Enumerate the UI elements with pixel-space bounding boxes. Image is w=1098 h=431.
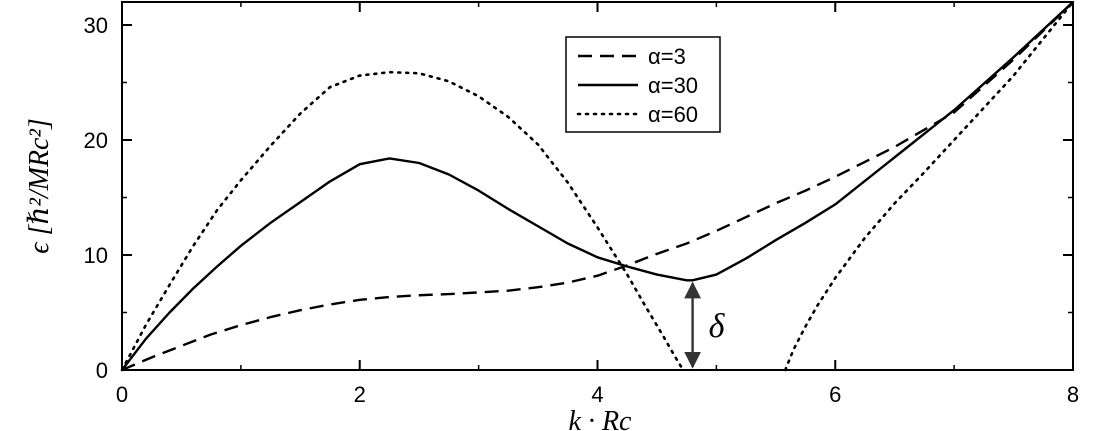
y-tick-label: 0	[96, 358, 108, 383]
y-tick-label: 20	[84, 128, 108, 153]
y-tick-label: 10	[84, 243, 108, 268]
legend-label-alpha-30: α=30	[648, 73, 698, 98]
series-line-alpha-60-segment-2	[784, 0, 1075, 372]
legend-label-alpha-60: α=60	[648, 102, 698, 127]
x-tick-label: 4	[591, 382, 603, 407]
x-axis-label: k · Rc	[569, 406, 633, 431]
x-tick-label: 2	[354, 382, 366, 407]
legend: α=3 α=30 α=60	[565, 36, 721, 133]
x-tick-label: 8	[1067, 382, 1079, 407]
series-line-alpha-3	[121, 1, 1074, 372]
x-tick-label: 0	[116, 382, 128, 407]
series-group	[120, 0, 1075, 372]
x-tick-label: 6	[829, 382, 841, 407]
y-tick-label: 30	[84, 13, 108, 38]
series-line-alpha-30	[121, 1, 1074, 371]
legend-label-alpha-3: α=3	[648, 44, 686, 69]
plot-area: 0 2 4 6 8 0 10 20 30 δ	[84, 0, 1079, 407]
annotation-group: δ	[684, 281, 726, 369]
y-axis-label: ϵ [ℏ²/MRc²]	[24, 118, 55, 254]
delta-annotation-label: δ	[709, 308, 726, 345]
tick-group: 0 2 4 6 8 0 10 20 30	[84, 2, 1079, 407]
